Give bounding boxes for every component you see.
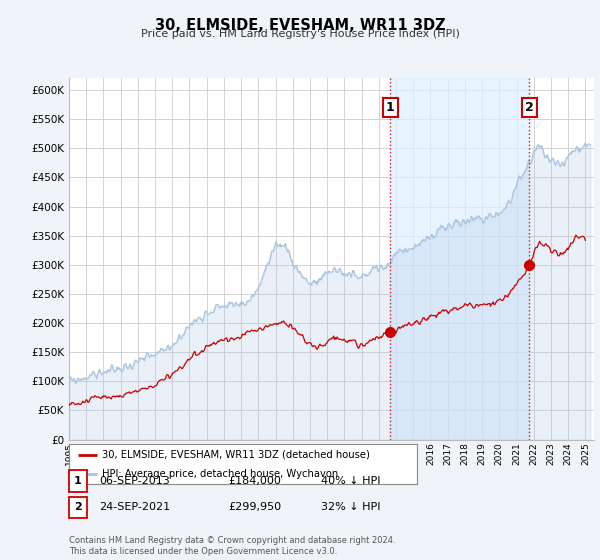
Text: 30, ELMSIDE, EVESHAM, WR11 3DZ: 30, ELMSIDE, EVESHAM, WR11 3DZ: [155, 18, 445, 33]
Text: 24-SEP-2021: 24-SEP-2021: [99, 502, 170, 512]
Text: £184,000: £184,000: [228, 476, 281, 486]
Text: 40% ↓ HPI: 40% ↓ HPI: [321, 476, 380, 486]
Text: 2: 2: [525, 101, 533, 114]
Text: Contains HM Land Registry data © Crown copyright and database right 2024.
This d: Contains HM Land Registry data © Crown c…: [69, 536, 395, 556]
Text: 30, ELMSIDE, EVESHAM, WR11 3DZ (detached house): 30, ELMSIDE, EVESHAM, WR11 3DZ (detached…: [102, 450, 370, 460]
Text: 2: 2: [74, 502, 82, 512]
Text: 1: 1: [386, 101, 395, 114]
Text: 32% ↓ HPI: 32% ↓ HPI: [321, 502, 380, 512]
Text: Price paid vs. HM Land Registry's House Price Index (HPI): Price paid vs. HM Land Registry's House …: [140, 29, 460, 39]
Text: £299,950: £299,950: [228, 502, 281, 512]
Text: HPI: Average price, detached house, Wychavon: HPI: Average price, detached house, Wych…: [102, 469, 338, 478]
Bar: [391, 78, 529, 440]
Text: 1: 1: [74, 476, 82, 486]
Text: 06-SEP-2013: 06-SEP-2013: [99, 476, 170, 486]
